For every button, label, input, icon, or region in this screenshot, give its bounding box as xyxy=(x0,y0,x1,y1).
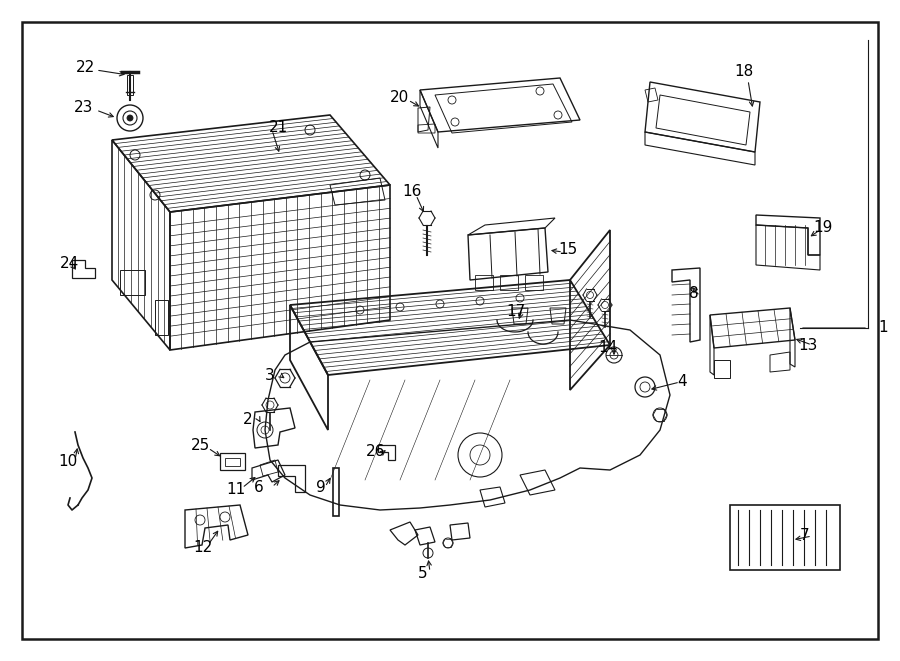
Text: 11: 11 xyxy=(226,483,245,498)
Text: 23: 23 xyxy=(74,100,94,114)
Text: 13: 13 xyxy=(798,338,817,352)
Text: 1: 1 xyxy=(878,321,887,336)
Text: 17: 17 xyxy=(506,305,526,319)
Text: 21: 21 xyxy=(269,120,288,136)
Text: 12: 12 xyxy=(193,539,212,555)
Text: 16: 16 xyxy=(402,184,421,200)
Text: 5: 5 xyxy=(418,566,428,582)
Text: 24: 24 xyxy=(60,256,79,270)
Text: 18: 18 xyxy=(734,65,753,79)
Text: 15: 15 xyxy=(558,241,577,256)
Text: 6: 6 xyxy=(254,479,264,494)
Text: 26: 26 xyxy=(366,444,385,459)
Circle shape xyxy=(127,115,133,121)
Text: 8: 8 xyxy=(689,286,698,301)
Text: 22: 22 xyxy=(76,59,95,75)
Text: 9: 9 xyxy=(316,479,326,494)
Text: 3: 3 xyxy=(265,368,274,383)
Text: 14: 14 xyxy=(598,340,617,356)
Bar xyxy=(127,75,133,95)
Text: 10: 10 xyxy=(58,455,77,469)
Text: 2: 2 xyxy=(243,412,253,428)
Text: 19: 19 xyxy=(813,219,833,235)
Bar xyxy=(730,505,840,570)
Text: 7: 7 xyxy=(800,529,810,543)
Bar xyxy=(333,468,339,516)
Bar xyxy=(225,458,240,466)
Text: 4: 4 xyxy=(677,375,687,389)
Text: 25: 25 xyxy=(191,438,211,453)
Text: 20: 20 xyxy=(390,89,410,104)
